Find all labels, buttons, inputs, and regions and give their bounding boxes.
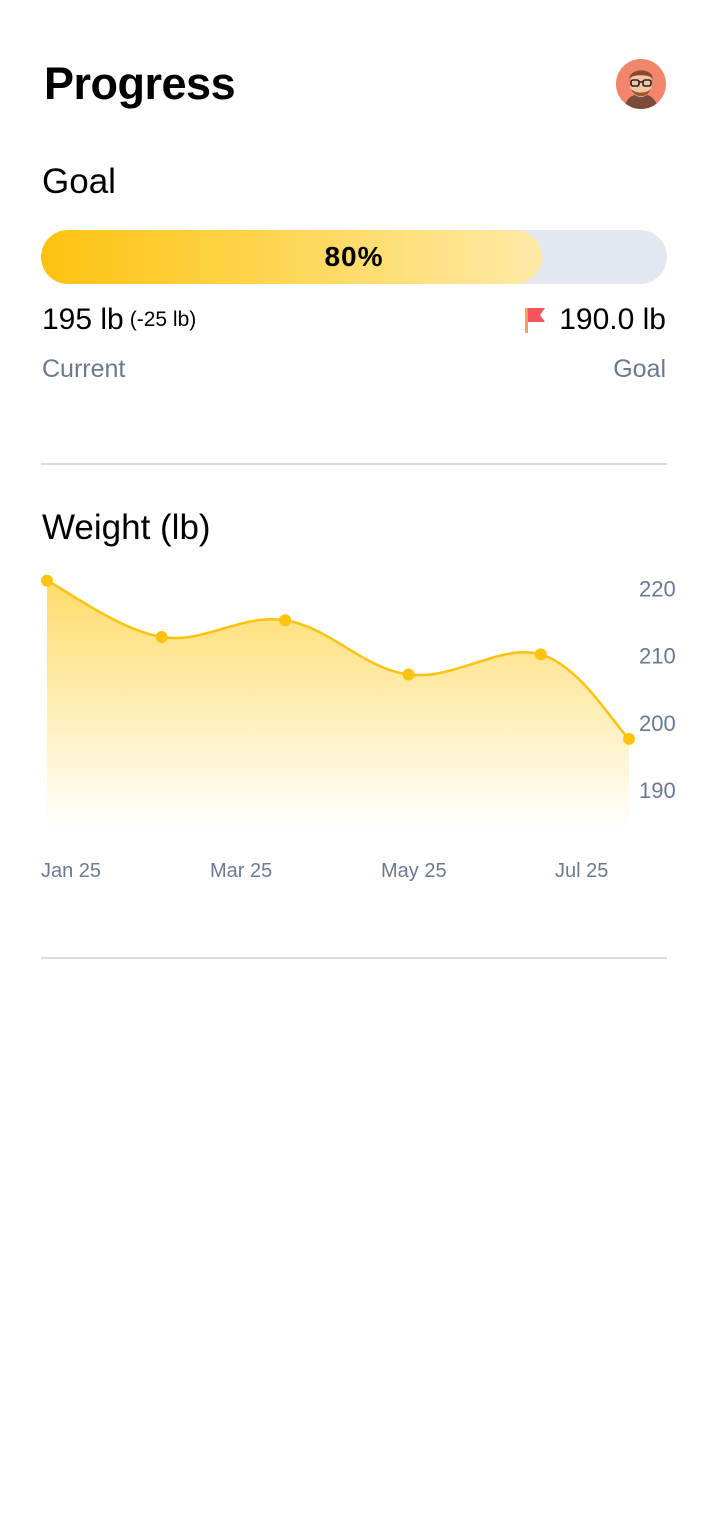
avatar[interactable] (616, 59, 666, 109)
x-axis: Jan 25 Mar 25 May 25 Jul 25 (41, 860, 608, 882)
goal-progress-bar: 80% (41, 230, 667, 284)
weight-chart-svg: 220 210 200 190 Jan 25 Mar 25 May 25 Jul 25 (41, 574, 676, 882)
goal-section-title: Goal (42, 162, 116, 201)
flag-icon (525, 308, 546, 333)
avatar-image (616, 59, 666, 109)
y-tick-label: 220 (639, 577, 676, 602)
y-tick-label: 190 (639, 778, 676, 803)
current-weight: 195 lb (-25 lb) (42, 300, 196, 343)
weight-change: (-25 lb) (129, 308, 197, 331)
header: Progress (44, 58, 666, 110)
weight-point[interactable] (623, 732, 635, 745)
weight-point[interactable] (41, 574, 53, 587)
goal-weight-value: 190.0 lb (559, 303, 666, 336)
x-tick-label: May 25 (381, 860, 447, 882)
divider (41, 463, 667, 465)
chart-plot (41, 574, 635, 830)
y-axis: 220 210 200 190 (639, 577, 676, 803)
weight-line (46, 579, 630, 740)
current-caption: Current (42, 355, 126, 383)
goal-progress-fill (41, 230, 542, 284)
page-title: Progress (44, 58, 236, 109)
x-tick-label: Mar 25 (210, 860, 272, 882)
x-tick-label: Jan 25 (41, 860, 101, 882)
x-tick-label: Jul 25 (555, 860, 608, 882)
weight-chart: 220 210 200 190 Jan 25 Mar 25 May 25 Jul 25 (0, 560, 708, 900)
weight-point[interactable] (534, 648, 547, 661)
divider (41, 957, 667, 959)
weight-point[interactable] (402, 668, 415, 681)
goal-progress-label: 80% (324, 241, 384, 272)
current-weight-value: 195 lb (42, 303, 124, 336)
goal-weight: 190.0 lb (523, 300, 666, 340)
weight-point[interactable] (155, 630, 168, 643)
weight-point[interactable] (279, 614, 292, 627)
weight-section-title: Weight (lb) (42, 508, 211, 547)
weight-area (47, 580, 629, 830)
y-tick-label: 210 (639, 644, 676, 669)
goal-caption: Goal (613, 355, 666, 383)
y-tick-label: 200 (639, 711, 676, 736)
